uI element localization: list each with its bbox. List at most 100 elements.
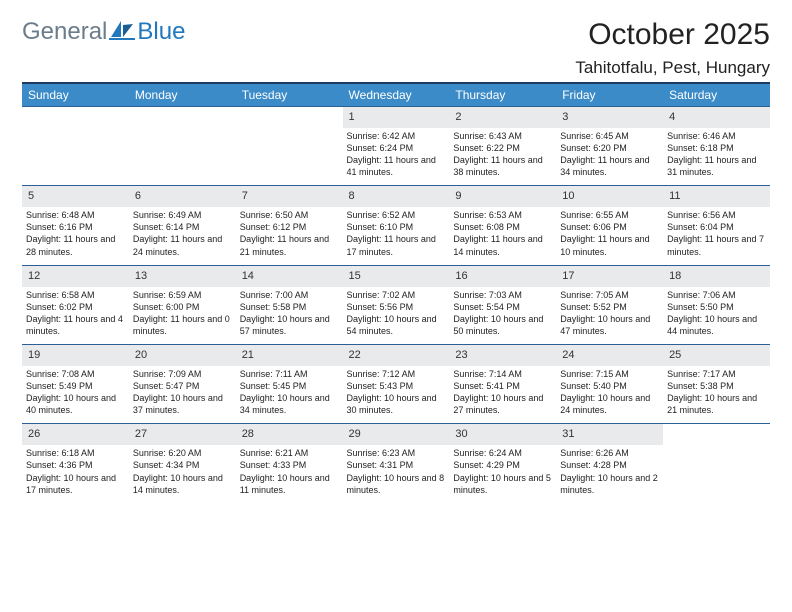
day-number-cell [236, 107, 343, 128]
day-number-cell [129, 107, 236, 128]
weekday-header: Thursday [449, 84, 556, 107]
sunrise-line: Sunrise: 7:08 AM [26, 368, 125, 380]
daylight-line: Daylight: 10 hours and 27 minutes. [453, 392, 552, 416]
day-details-cell: Sunrise: 7:08 AMSunset: 5:49 PMDaylight:… [22, 366, 129, 424]
day-number-cell: 13 [129, 265, 236, 286]
sunset-line: Sunset: 6:18 PM [667, 142, 766, 154]
weekday-header: Saturday [663, 84, 770, 107]
sunset-line: Sunset: 5:58 PM [240, 301, 339, 313]
sunset-line: Sunset: 4:31 PM [347, 459, 446, 471]
day-number-cell: 15 [343, 265, 450, 286]
day-number-cell: 17 [556, 265, 663, 286]
day-details-cell: Sunrise: 6:55 AMSunset: 6:06 PMDaylight:… [556, 207, 663, 265]
sunrise-line: Sunrise: 6:46 AM [667, 130, 766, 142]
day-details-row: Sunrise: 6:48 AMSunset: 6:16 PM Daylight:… [22, 207, 770, 265]
sunset-line: Sunset: 6:08 PM [453, 221, 552, 233]
day-number-row: 1234 [22, 107, 770, 128]
daylight-line: Daylight: 11 hours and 14 minutes. [453, 233, 552, 257]
daylight-line: Daylight: 10 hours and 34 minutes. [240, 392, 339, 416]
day-number-cell: 18 [663, 265, 770, 286]
day-number-cell: 26 [22, 424, 129, 445]
day-number-cell: 11 [663, 186, 770, 207]
daylight-line: Daylight: 11 hours and 0 minutes. [133, 313, 232, 337]
day-details-cell: Sunrise: 7:15 AMSunset: 5:40 PMDaylight:… [556, 366, 663, 424]
day-number-cell: 22 [343, 345, 450, 366]
day-number-cell: 14 [236, 265, 343, 286]
sunset-line: Sunset: 6:10 PM [347, 221, 446, 233]
logo-text-blue: Blue [137, 18, 185, 46]
day-details-cell: Sunrise: 6:50 AMSunset: 6:12 PMDaylight:… [236, 207, 343, 265]
day-number-cell: 25 [663, 345, 770, 366]
sunrise-line: Sunrise: 6:21 AM [240, 447, 339, 459]
day-number-cell: 5 [22, 186, 129, 207]
day-number-cell: 31 [556, 424, 663, 445]
day-number-cell: 8 [343, 186, 450, 207]
logo: General Blue [22, 18, 185, 46]
sunrise-line: Sunrise: 7:06 AM [667, 289, 766, 301]
day-details-cell: Sunrise: 6:49 AMSunset: 6:14 PMDaylight:… [129, 207, 236, 265]
day-number-cell: 28 [236, 424, 343, 445]
day-details-cell: Sunrise: 7:06 AMSunset: 5:50 PMDaylight:… [663, 287, 770, 345]
day-details-cell: Sunrise: 6:52 AMSunset: 6:10 PMDaylight:… [343, 207, 450, 265]
day-details-cell: Sunrise: 7:05 AMSunset: 5:52 PMDaylight:… [556, 287, 663, 345]
sunset-line: Sunset: 4:34 PM [133, 459, 232, 471]
daylight-line: Daylight: 10 hours and 50 minutes. [453, 313, 552, 337]
sunset-line: Sunset: 6:22 PM [453, 142, 552, 154]
sunrise-line: Sunrise: 7:02 AM [347, 289, 446, 301]
sunrise-line: Sunrise: 7:00 AM [240, 289, 339, 301]
sunrise-line: Sunrise: 6:52 AM [347, 209, 446, 221]
daylight-line: Daylight: 10 hours and 37 minutes. [133, 392, 232, 416]
day-details-cell: Sunrise: 6:59 AMSunset: 6:00 PMDaylight:… [129, 287, 236, 345]
day-number-cell: 3 [556, 107, 663, 128]
day-number-row: 12131415161718 [22, 265, 770, 286]
weekday-header: Tuesday [236, 84, 343, 107]
sunrise-line: Sunrise: 6:50 AM [240, 209, 339, 221]
logo-text-general: General [22, 18, 107, 46]
sunrise-line: Sunrise: 6:24 AM [453, 447, 552, 459]
day-number-cell: 24 [556, 345, 663, 366]
day-details-cell: Sunrise: 6:18 AMSunset: 4:36 PMDaylight:… [22, 445, 129, 503]
day-details-row: Sunrise: 7:08 AMSunset: 5:49 PMDaylight:… [22, 366, 770, 424]
day-details-cell: Sunrise: 6:42 AMSunset: 6:24 PMDaylight:… [343, 128, 450, 186]
day-number-cell: 1 [343, 107, 450, 128]
location: Tahitotfalu, Pest, Hungary [575, 58, 770, 78]
sunrise-line: Sunrise: 7:11 AM [240, 368, 339, 380]
sunset-line: Sunset: 6:16 PM [26, 221, 125, 233]
weekday-header: Wednesday [343, 84, 450, 107]
sunrise-line: Sunrise: 6:56 AM [667, 209, 766, 221]
day-details-cell: Sunrise: 7:12 AMSunset: 5:43 PMDaylight:… [343, 366, 450, 424]
sunrise-line: Sunrise: 6:48 AM [26, 209, 125, 221]
day-details-cell: Sunrise: 6:23 AMSunset: 4:31 PMDaylight:… [343, 445, 450, 503]
day-details-cell: Sunrise: 7:11 AMSunset: 5:45 PMDaylight:… [236, 366, 343, 424]
day-number-cell: 4 [663, 107, 770, 128]
daylight-line: Daylight: 10 hours and 54 minutes. [347, 313, 446, 337]
sunset-line: Sunset: 5:40 PM [560, 380, 659, 392]
day-details-cell: Sunrise: 7:02 AMSunset: 5:56 PMDaylight:… [343, 287, 450, 345]
sunset-line: Sunset: 6:20 PM [560, 142, 659, 154]
sunset-line: Sunset: 5:47 PM [133, 380, 232, 392]
sunset-line: Sunset: 6:14 PM [133, 221, 232, 233]
day-number-cell: 12 [22, 265, 129, 286]
day-details-cell: Sunrise: 7:17 AMSunset: 5:38 PMDaylight:… [663, 366, 770, 424]
sunset-line: Sunset: 5:43 PM [347, 380, 446, 392]
day-details-cell: Sunrise: 6:56 AMSunset: 6:04 PMDaylight:… [663, 207, 770, 265]
sunrise-line: Sunrise: 6:42 AM [347, 130, 446, 142]
sunrise-line: Sunrise: 6:59 AM [133, 289, 232, 301]
sunset-line: Sunset: 6:06 PM [560, 221, 659, 233]
sunset-line: Sunset: 5:50 PM [667, 301, 766, 313]
day-details-cell: Sunrise: 6:53 AMSunset: 6:08 PMDaylight:… [449, 207, 556, 265]
sunset-line: Sunset: 6:02 PM [26, 301, 125, 313]
day-details-cell: Sunrise: 6:20 AMSunset: 4:34 PMDaylight:… [129, 445, 236, 503]
day-number-cell: 9 [449, 186, 556, 207]
sunrise-line: Sunrise: 7:15 AM [560, 368, 659, 380]
day-details-cell: Sunrise: 6:26 AMSunset: 4:28 PMDaylight:… [556, 445, 663, 503]
daylight-line: Daylight: 10 hours and 17 minutes. [26, 472, 125, 496]
daylight-line: Daylight: 10 hours and 8 minutes. [347, 472, 446, 496]
day-number-cell [663, 424, 770, 445]
day-details-cell: Sunrise: 6:46 AMSunset: 6:18 PMDaylight:… [663, 128, 770, 186]
day-details-row: Sunrise: 6:42 AMSunset: 6:24 PMDaylight:… [22, 128, 770, 186]
sunrise-line: Sunrise: 7:03 AM [453, 289, 552, 301]
sunrise-line: Sunrise: 6:23 AM [347, 447, 446, 459]
month-title: October 2025 [575, 18, 770, 52]
weekday-header: Sunday [22, 84, 129, 107]
